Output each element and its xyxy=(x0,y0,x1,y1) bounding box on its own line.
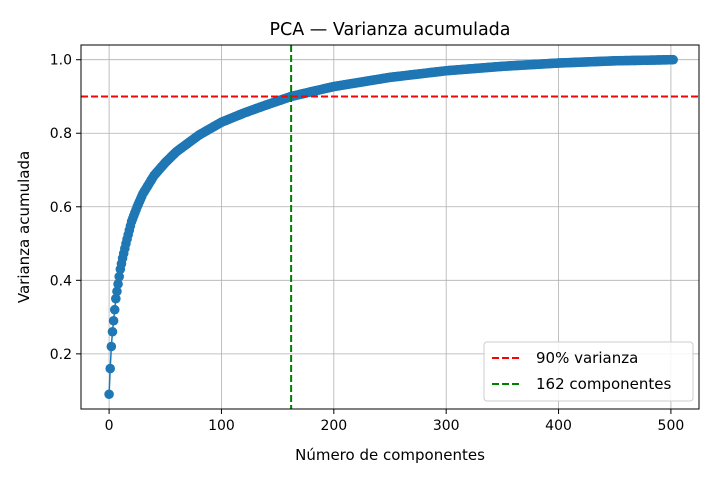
plot-frame xyxy=(80,44,700,410)
axis-ticks: 0 100 200 300 400 500 0.2 0.4 0.6 0.8 1.0 xyxy=(50,53,685,434)
data-point xyxy=(114,271,124,282)
x-tick-label: 100 xyxy=(208,418,235,434)
data-point xyxy=(104,389,114,400)
data-point xyxy=(112,286,122,297)
x-axis-label: Número de componentes xyxy=(295,446,485,464)
chart-title: PCA — Varianza acumulada xyxy=(269,20,510,40)
series-variance-curve xyxy=(104,54,678,400)
data-point xyxy=(113,279,123,289)
data-point xyxy=(107,326,118,337)
data-point xyxy=(109,304,120,315)
data-point xyxy=(108,315,119,326)
legend-box xyxy=(483,341,694,402)
y-tick-label: 0.6 xyxy=(50,200,72,216)
data-point xyxy=(105,363,116,374)
legend-entry-label: 90% varianza xyxy=(536,349,638,367)
y-tick-label: 0.8 xyxy=(50,126,72,142)
x-tick-label: 0 xyxy=(105,418,114,434)
data-point xyxy=(111,293,121,304)
grid xyxy=(81,45,699,409)
data-point xyxy=(106,341,117,352)
y-axis-label: Varianza acumulada xyxy=(15,151,33,303)
data-point xyxy=(668,54,678,65)
x-tick-label: 200 xyxy=(320,418,347,434)
y-tick-label: 0.4 xyxy=(50,273,72,289)
reference-lines xyxy=(81,45,699,409)
legend-entry-label: 162 componentes xyxy=(536,375,671,393)
y-tick-label: 1.0 xyxy=(50,53,72,69)
x-tick-label: 400 xyxy=(545,418,572,434)
legend: 90% varianza 162 componentes xyxy=(483,341,694,402)
x-tick-label: 300 xyxy=(433,418,460,434)
y-tick-label: 0.2 xyxy=(50,347,72,363)
x-tick-label: 500 xyxy=(658,418,685,434)
